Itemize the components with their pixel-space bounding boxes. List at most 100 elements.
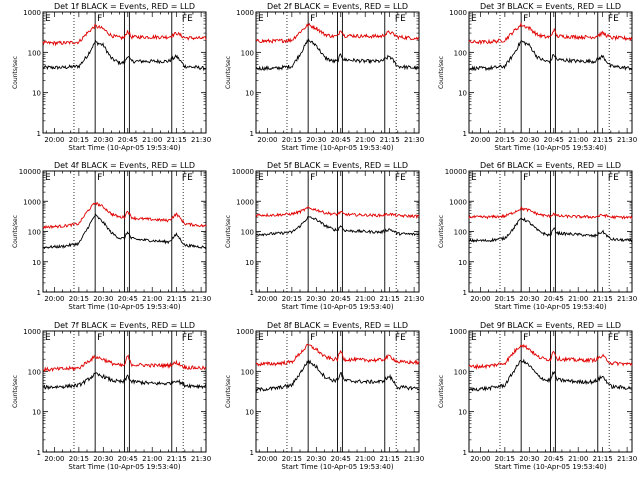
x-tick-label: 21:15 <box>167 295 187 303</box>
plot-title: Det 1f BLACK = Events, RED = LLD <box>54 2 195 11</box>
y-tick-label: 100 <box>241 49 254 57</box>
y-tick-label: 1 <box>463 449 467 457</box>
series-events-line <box>468 217 633 243</box>
interval-marker-label: FE <box>395 173 406 183</box>
x-tick-label: 20:30 <box>519 136 539 144</box>
interval-marker-label: E <box>45 333 51 343</box>
x-tick-label: 21:00 <box>355 136 375 144</box>
interval-marker-label: E <box>45 173 51 183</box>
x-tick-label: 20:45 <box>331 295 351 303</box>
series-lld-line <box>468 343 633 371</box>
y-tick-label: 1 <box>250 130 254 138</box>
x-tick-label: 20:15 <box>495 455 515 463</box>
y-axis-label: Counts/sec <box>12 215 19 248</box>
x-tick-label: 21:00 <box>568 295 588 303</box>
series-events-line <box>42 213 207 250</box>
x-axis-label: Start Time (10-Apr-05 19:53:40) <box>68 303 180 311</box>
x-tick-label: 21:00 <box>355 455 375 463</box>
detector-panel-5: Det 5f BLACK = Events, RED = LLD Counts/s… <box>225 161 424 311</box>
y-tick-label: 1000 <box>23 198 41 206</box>
y-tick-label: 1 <box>463 130 467 138</box>
interval-marker-label: FE <box>182 333 193 343</box>
series-lld-line <box>255 22 420 44</box>
y-tick-label: 100 <box>241 368 254 376</box>
y-tick-label: 1 <box>37 289 41 297</box>
interval-marker-label: E <box>471 173 477 183</box>
y-tick-label: 10 <box>458 259 467 267</box>
x-tick-label: 20:30 <box>93 295 113 303</box>
y-tick-label: 1000 <box>236 328 254 336</box>
x-tick-label: 20:45 <box>544 136 564 144</box>
x-tick-label: 20:15 <box>282 295 302 303</box>
series-lld-line <box>468 206 633 220</box>
y-tick-label: 100 <box>28 368 41 376</box>
detector-panel-8: Det 8f BLACK = Events, RED = LLD Counts/s… <box>225 321 424 471</box>
x-axis-label: Start Time (10-Apr-05 19:53:40) <box>68 144 180 152</box>
y-tick-label: 1000 <box>449 198 467 206</box>
x-tick-label: 21:30 <box>191 295 211 303</box>
detector-panel-2: Det 2f BLACK = Events, RED = LLD Counts/s… <box>225 2 424 152</box>
series-lld-line <box>255 343 420 367</box>
x-tick-label: 21:00 <box>142 136 162 144</box>
x-tick-label: 21:30 <box>617 136 637 144</box>
interval-marker-label: FE <box>395 333 406 343</box>
detector-panel-9: Det 9f BLACK = Events, RED = LLD Counts/s… <box>438 321 637 471</box>
interval-marker-label: F <box>523 173 528 183</box>
y-axis-label: Counts/sec <box>225 56 232 89</box>
x-tick-label: 20:45 <box>544 295 564 303</box>
detector-panel-1: Det 1f BLACK = Events, RED = LLD Counts/s… <box>12 2 211 152</box>
series-lld-line <box>255 205 420 219</box>
x-tick-label: 21:15 <box>380 295 400 303</box>
interval-marker-label: E <box>258 333 264 343</box>
x-tick-label: 20:15 <box>282 136 302 144</box>
x-tick-label: 20:30 <box>519 455 539 463</box>
x-tick-label: 20:00 <box>470 136 490 144</box>
x-tick-label: 20:00 <box>257 455 277 463</box>
x-axis-label: Start Time (10-Apr-05 19:53:40) <box>68 463 180 471</box>
x-tick-label: 20:00 <box>257 136 277 144</box>
series-events-line <box>42 39 207 72</box>
interval-marker-label: E <box>471 333 477 343</box>
series-events-line <box>42 372 207 391</box>
y-tick-label: 1000 <box>23 328 41 336</box>
y-tick-label: 1000 <box>449 9 467 17</box>
interval-marker-label: F <box>523 333 528 343</box>
interval-marker-label: F <box>523 14 528 24</box>
x-axis-label: Start Time (10-Apr-05 19:53:40) <box>281 463 393 471</box>
plot-title: Det 4f BLACK = Events, RED = LLD <box>54 161 195 170</box>
y-axis-label: Counts/sec <box>438 375 445 408</box>
x-tick-label: 21:00 <box>568 455 588 463</box>
x-axis-label: Start Time (10-Apr-05 19:53:40) <box>494 303 606 311</box>
y-tick-label: 1000 <box>236 9 254 17</box>
x-tick-label: 20:15 <box>69 295 89 303</box>
x-tick-label: 21:15 <box>593 136 613 144</box>
x-tick-label: 21:30 <box>191 136 211 144</box>
interval-marker-label: FE <box>182 14 193 24</box>
y-tick-label: 1000 <box>23 9 41 17</box>
y-tick-label: 10000 <box>19 168 41 176</box>
interval-marker-label: E <box>258 173 264 183</box>
y-axis-label: Counts/sec <box>225 375 232 408</box>
y-axis-label: Counts/sec <box>438 56 445 89</box>
x-tick-label: 20:30 <box>519 295 539 303</box>
x-tick-label: 21:00 <box>142 455 162 463</box>
interval-marker-label: E <box>471 14 477 24</box>
interval-marker-label: F <box>97 333 102 343</box>
series-events-line <box>468 40 633 72</box>
y-tick-label: 100 <box>454 368 467 376</box>
x-tick-label: 20:30 <box>93 136 113 144</box>
y-tick-label: 1 <box>250 289 254 297</box>
x-tick-label: 20:30 <box>306 295 326 303</box>
x-tick-label: 20:00 <box>470 295 490 303</box>
x-tick-label: 20:30 <box>306 136 326 144</box>
y-tick-label: 1000 <box>449 328 467 336</box>
x-tick-label: 21:30 <box>404 136 424 144</box>
interval-marker-label: F <box>97 173 102 183</box>
x-tick-label: 21:30 <box>191 455 211 463</box>
series-lld-line <box>42 201 207 230</box>
x-tick-label: 21:15 <box>593 455 613 463</box>
x-tick-label: 21:30 <box>404 455 424 463</box>
y-tick-label: 1000 <box>236 198 254 206</box>
plot-title: Det 8f BLACK = Events, RED = LLD <box>267 321 408 330</box>
